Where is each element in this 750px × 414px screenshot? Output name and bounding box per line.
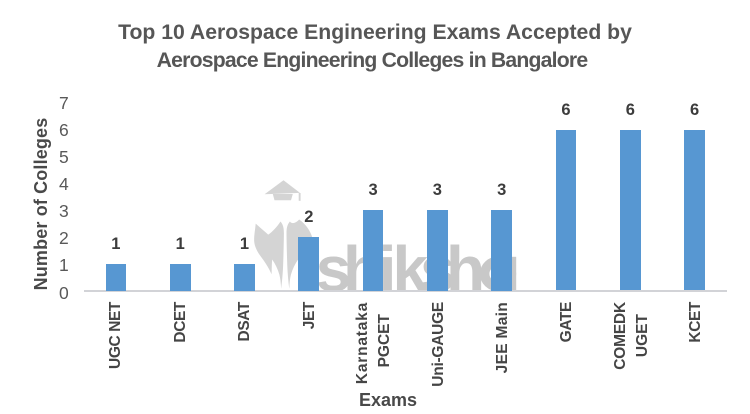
svg-text:shiksh: shiksh [316,233,485,305]
